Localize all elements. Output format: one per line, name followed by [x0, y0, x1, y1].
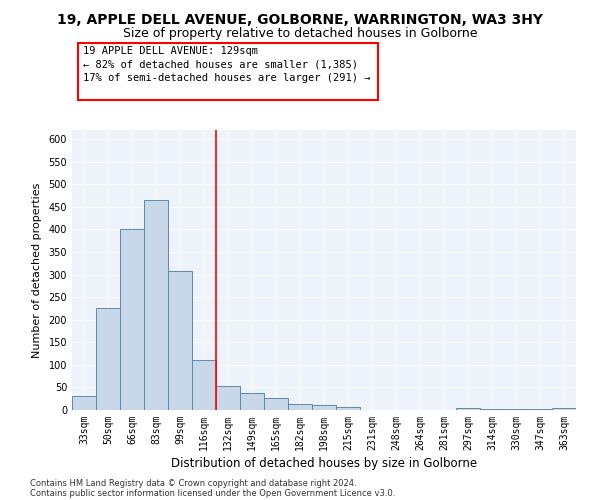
Bar	[480, 409, 504, 410]
Y-axis label: Number of detached properties: Number of detached properties	[32, 182, 41, 358]
Bar	[504, 409, 528, 410]
Text: 19, APPLE DELL AVENUE, GOLBORNE, WARRINGTON, WA3 3HY: 19, APPLE DELL AVENUE, GOLBORNE, WARRING…	[57, 12, 543, 26]
Bar	[528, 409, 552, 410]
Bar	[72, 396, 96, 410]
Bar	[192, 360, 216, 410]
Bar	[312, 404, 336, 410]
Text: Contains HM Land Registry data © Crown copyright and database right 2024.: Contains HM Land Registry data © Crown c…	[30, 478, 356, 488]
Text: Size of property relative to detached houses in Golborne: Size of property relative to detached ho…	[123, 28, 477, 40]
Bar	[456, 408, 480, 410]
Bar	[552, 408, 576, 410]
Bar	[168, 271, 192, 410]
Text: Contains public sector information licensed under the Open Government Licence v3: Contains public sector information licen…	[30, 488, 395, 498]
Bar	[336, 408, 360, 410]
Bar	[96, 308, 120, 410]
Bar	[240, 393, 264, 410]
Bar	[288, 404, 312, 410]
Bar	[264, 398, 288, 410]
Bar	[216, 386, 240, 410]
Text: 19 APPLE DELL AVENUE: 129sqm
← 82% of detached houses are smaller (1,385)
17% of: 19 APPLE DELL AVENUE: 129sqm ← 82% of de…	[83, 46, 370, 83]
Bar	[120, 230, 144, 410]
Bar	[144, 200, 168, 410]
X-axis label: Distribution of detached houses by size in Golborne: Distribution of detached houses by size …	[171, 457, 477, 470]
